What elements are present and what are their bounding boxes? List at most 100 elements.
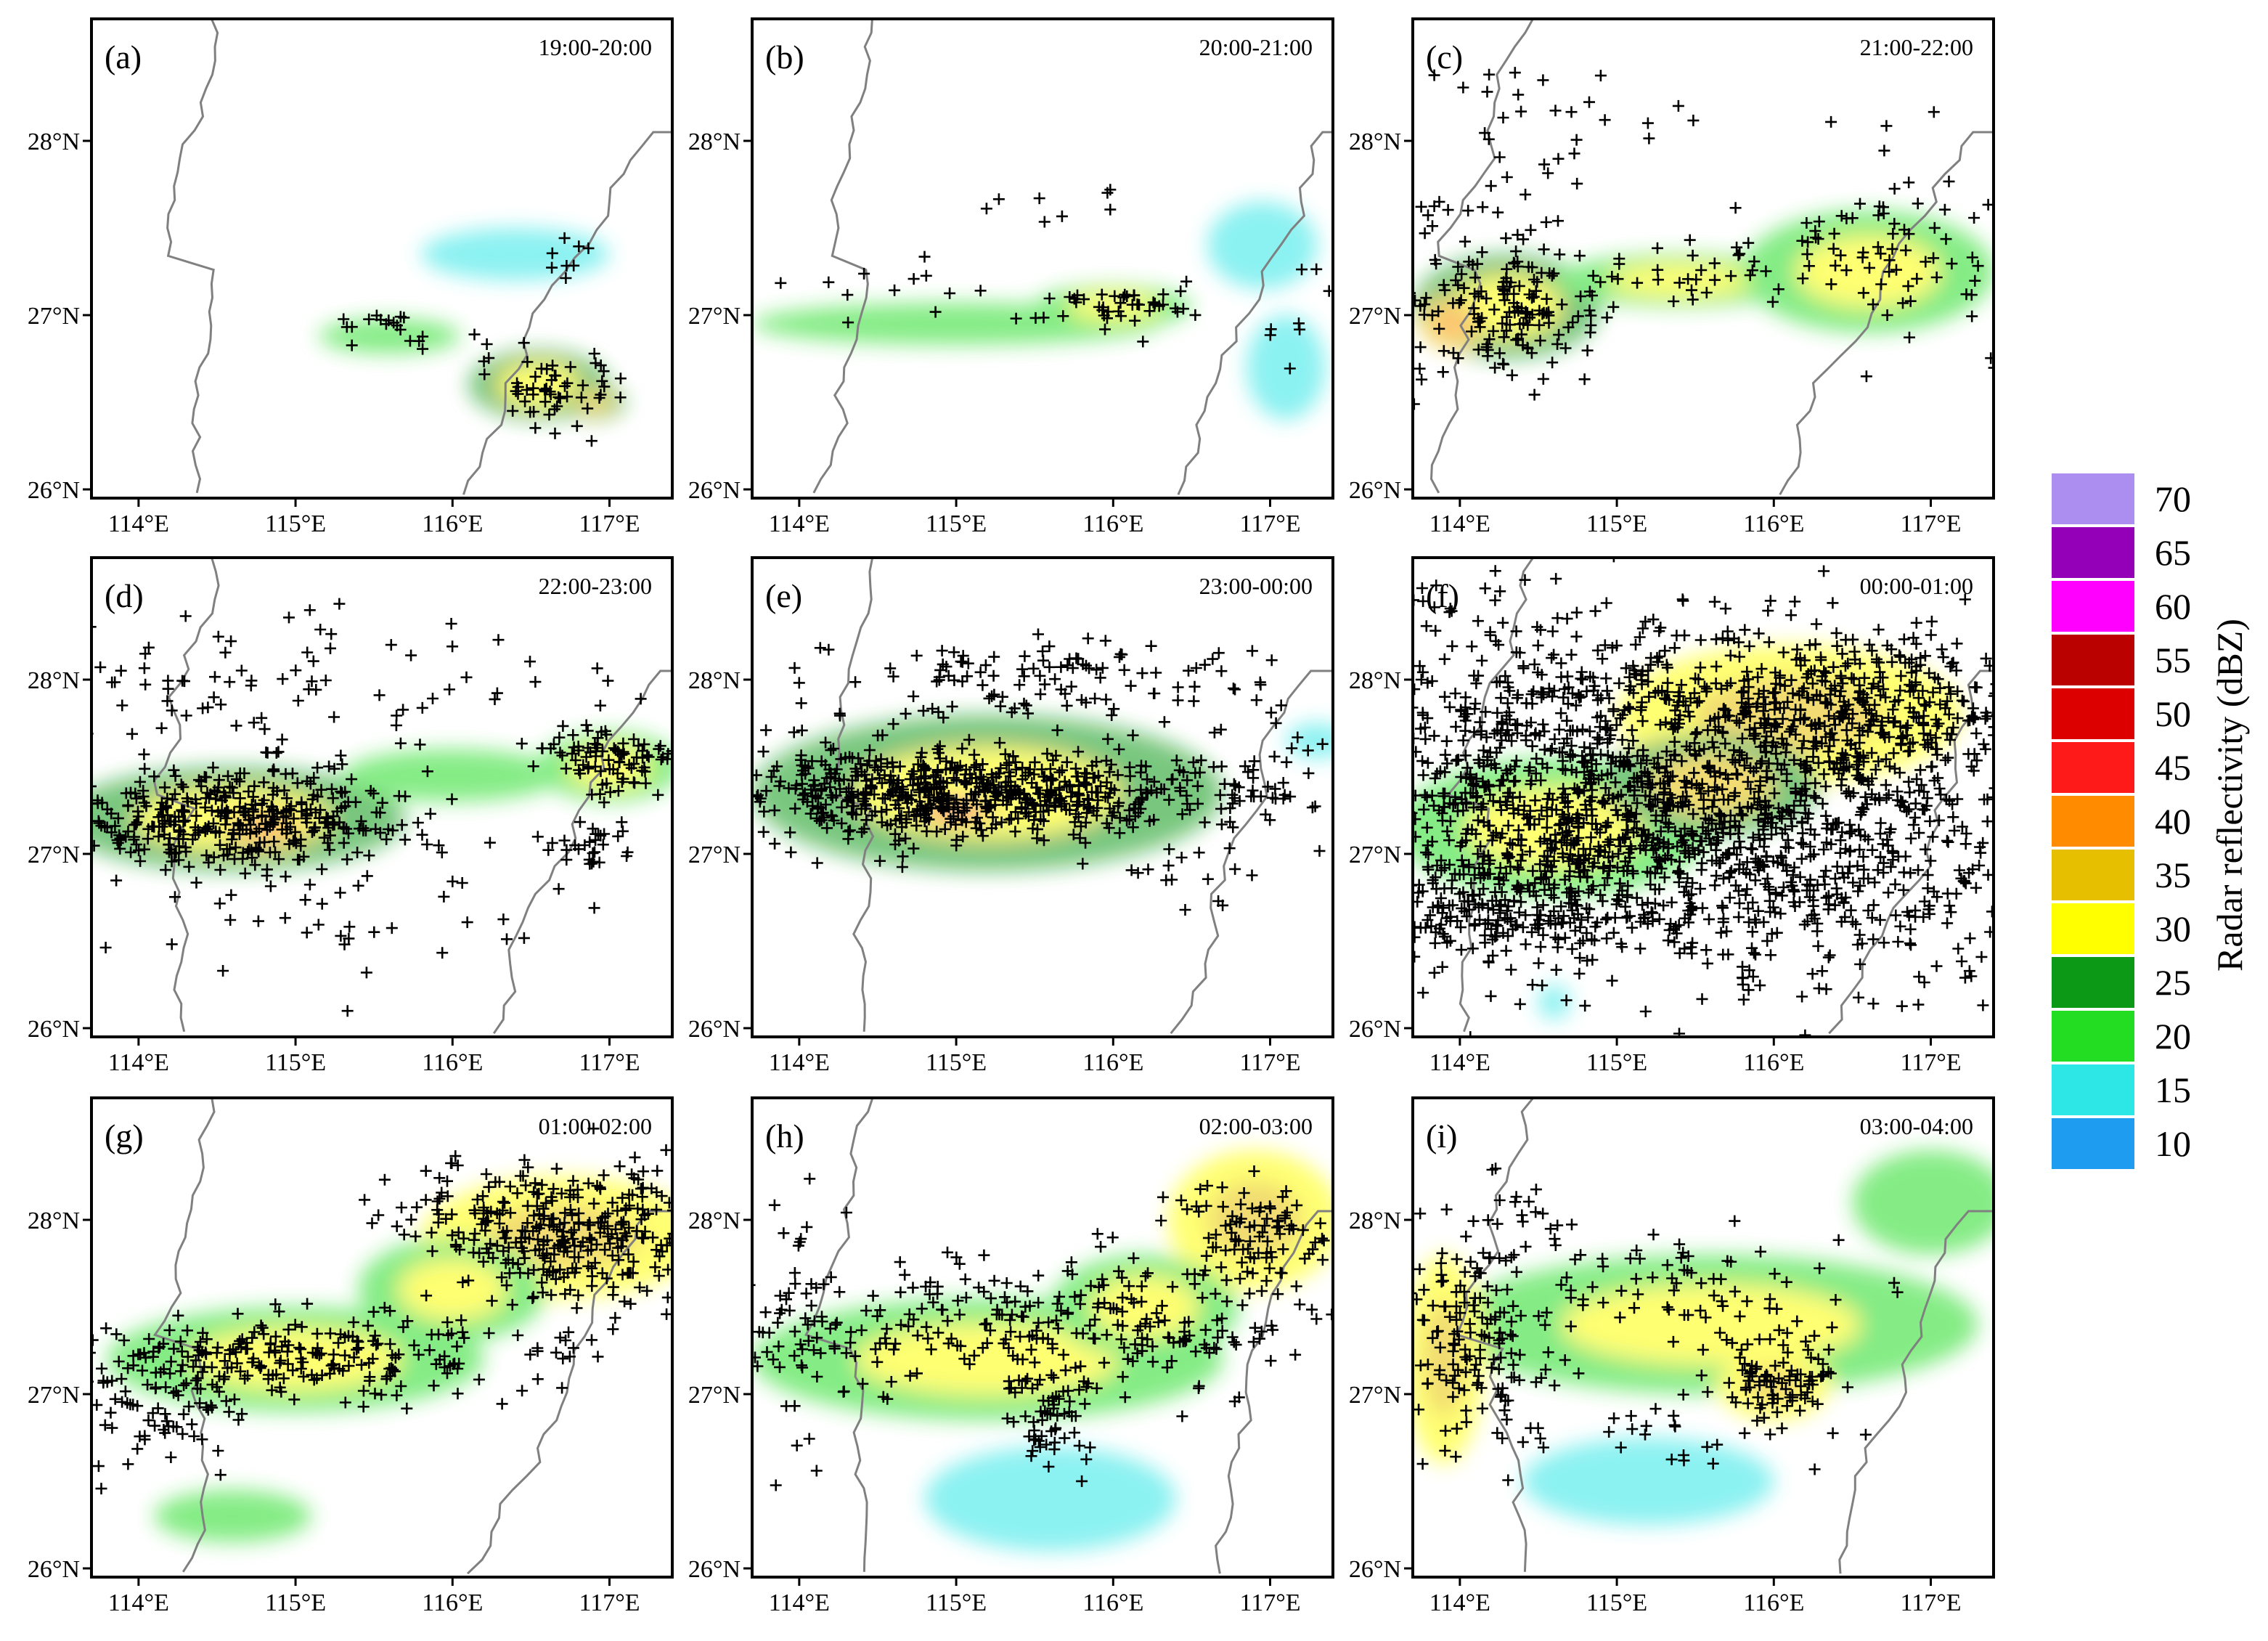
panel-time: 02:00-03:00	[1199, 1113, 1313, 1139]
lat-tick-label: 27°N	[688, 1382, 741, 1409]
panel-label: (f)	[1426, 577, 1459, 614]
lat-tick-label: 28°N	[1349, 667, 1401, 694]
panel-label: (e)	[765, 577, 802, 614]
lon-tick-label: 115°E	[926, 1049, 987, 1076]
lat-tick-label: 28°N	[28, 1208, 80, 1234]
lightning-layer	[775, 184, 1333, 375]
panel-frame	[90, 1096, 674, 1579]
lon-tick-label: 116°E	[422, 510, 483, 537]
lightning-strikes	[752, 1165, 1333, 1491]
lat-tick-label: 27°N	[28, 303, 80, 330]
colorbar-label: 30	[2155, 908, 2191, 949]
colorbar-swatch	[2052, 527, 2134, 578]
lightning-strikes	[338, 232, 627, 447]
lat-tick-label: 27°N	[1349, 303, 1401, 330]
lightning-layer	[91, 598, 672, 1017]
province-border-east	[462, 131, 672, 495]
map-panels: 114°E 115°E 116°E 117°E 26°N 27°N 28°N (a) 19:00…	[28, 17, 1995, 1616]
colorbar-labels: 70 65 60 55 50 45 40 35 30 25 20 15 10	[2155, 479, 2191, 1164]
lightning-layer	[1413, 558, 1994, 1037]
lon-tick-label: 117°E	[579, 510, 640, 537]
panel-frame	[1411, 556, 1995, 1038]
colorbar-swatch	[2052, 581, 2134, 632]
lat-tick-label: 26°N	[1349, 1556, 1401, 1583]
lat-tick-label: 26°N	[688, 477, 741, 504]
colorbar: 70 65 60 55 50 45 40 35 30 25 20 15 10 Radar reflect…	[2052, 473, 2250, 1169]
radar-echo-cell	[1207, 202, 1318, 289]
panel-label: (h)	[765, 1117, 804, 1155]
lon-tick-label: 117°E	[1900, 1589, 1961, 1616]
panel-label: (b)	[765, 38, 804, 76]
panel-time: 03:00-04:00	[1860, 1113, 1973, 1139]
map-panel: 114°E 115°E 116°E 117°E 26°N 27°N 28°N (i) 03:00…	[1349, 1096, 1995, 1616]
lat-tick-label: 26°N	[28, 1556, 80, 1583]
panel-label: (d)	[105, 577, 144, 614]
lon-tick-label: 115°E	[926, 1589, 987, 1616]
colorbar-swatch	[2052, 473, 2134, 524]
lat-tick-label: 26°N	[28, 477, 80, 504]
panel-label: (a)	[105, 38, 142, 76]
province-border-west	[152, 1098, 216, 1573]
colorbar-swatch	[2052, 1118, 2134, 1169]
lon-tick-label: 115°E	[265, 1049, 326, 1076]
lon-tick-label: 114°E	[1429, 1049, 1490, 1076]
lon-tick-label: 115°E	[1586, 510, 1647, 537]
lightning-layer	[338, 232, 627, 447]
province-border-west	[1455, 1098, 1535, 1572]
lon-tick-label: 116°E	[422, 1049, 483, 1076]
map-panel: 114°E 115°E 116°E 117°E 26°N 27°N 28°N (e) 23:00…	[688, 556, 1334, 1076]
radar-echo-core	[1435, 309, 1469, 338]
lat-tick-label: 27°N	[1349, 842, 1401, 868]
colorbar-label: 40	[2155, 801, 2191, 842]
map-panel: 114°E 115°E 116°E 117°E 26°N 27°N 28°N (a) 19:00…	[28, 17, 674, 537]
colorbar-swatch	[2052, 903, 2134, 954]
province-border-east	[1215, 1210, 1333, 1574]
lon-tick-label: 114°E	[108, 1049, 169, 1076]
map-panel: 114°E 115°E 116°E 117°E 26°N 27°N 28°N (d) 22:00…	[28, 556, 674, 1076]
lat-tick-label: 26°N	[688, 1556, 741, 1583]
panel-frame	[90, 556, 674, 1038]
lightning-strikes	[1413, 558, 1994, 1037]
colorbar-label: 15	[2155, 1070, 2191, 1110]
lat-tick-label: 28°N	[1349, 1208, 1401, 1234]
colorbar-swatch	[2052, 742, 2134, 793]
panel-label: (c)	[1426, 38, 1463, 76]
lon-tick-label: 116°E	[1743, 1589, 1804, 1616]
province-border-west	[166, 19, 219, 494]
map-panel: 114°E 115°E 116°E 117°E 26°N 27°N 28°N (g) 01:00…	[28, 1096, 674, 1616]
lat-tick-label: 27°N	[28, 842, 80, 868]
lon-tick-label: 117°E	[1900, 510, 1961, 537]
radar-echo-cell	[924, 1446, 1176, 1551]
lon-tick-label: 117°E	[1239, 1049, 1300, 1076]
panel-frame	[1411, 1096, 1995, 1579]
colorbar-swatch	[2052, 850, 2134, 900]
panel-time: 23:00-00:00	[1199, 573, 1313, 599]
lon-tick-label: 117°E	[1239, 510, 1300, 537]
colorbar-label: 10	[2155, 1123, 2191, 1164]
lon-tick-label: 116°E	[422, 1589, 483, 1616]
lightning-strikes	[775, 184, 1333, 375]
province-border-west	[1446, 558, 1535, 1033]
panel-time: 00:00-01:00	[1860, 573, 1973, 599]
lon-tick-label: 117°E	[579, 1049, 640, 1076]
colorbar-label: 55	[2155, 640, 2191, 680]
radar-echo-core	[1564, 1286, 1858, 1363]
radar-echo-cell	[1852, 1150, 1994, 1255]
lightning-strikes	[1413, 1162, 1904, 1486]
lon-tick-label: 115°E	[926, 510, 987, 537]
radar-echo-core	[400, 1261, 505, 1319]
province-border-east	[1170, 669, 1333, 1035]
radar-echo-cell	[1522, 1438, 1774, 1525]
colorbar-swatches	[2052, 473, 2134, 1169]
lon-tick-label: 117°E	[1239, 1589, 1300, 1616]
colorbar-swatch	[2052, 635, 2134, 685]
lon-tick-label: 114°E	[108, 510, 169, 537]
lat-tick-label: 26°N	[688, 1016, 741, 1043]
lon-tick-label: 115°E	[265, 510, 326, 537]
lon-tick-label: 115°E	[1586, 1049, 1647, 1076]
lon-tick-label: 115°E	[1586, 1589, 1647, 1616]
radar-echo-cell	[1538, 985, 1570, 1019]
colorbar-label: 20	[2155, 1016, 2191, 1056]
lightning-layer	[752, 628, 1333, 916]
lightning-strikes	[91, 598, 672, 1017]
